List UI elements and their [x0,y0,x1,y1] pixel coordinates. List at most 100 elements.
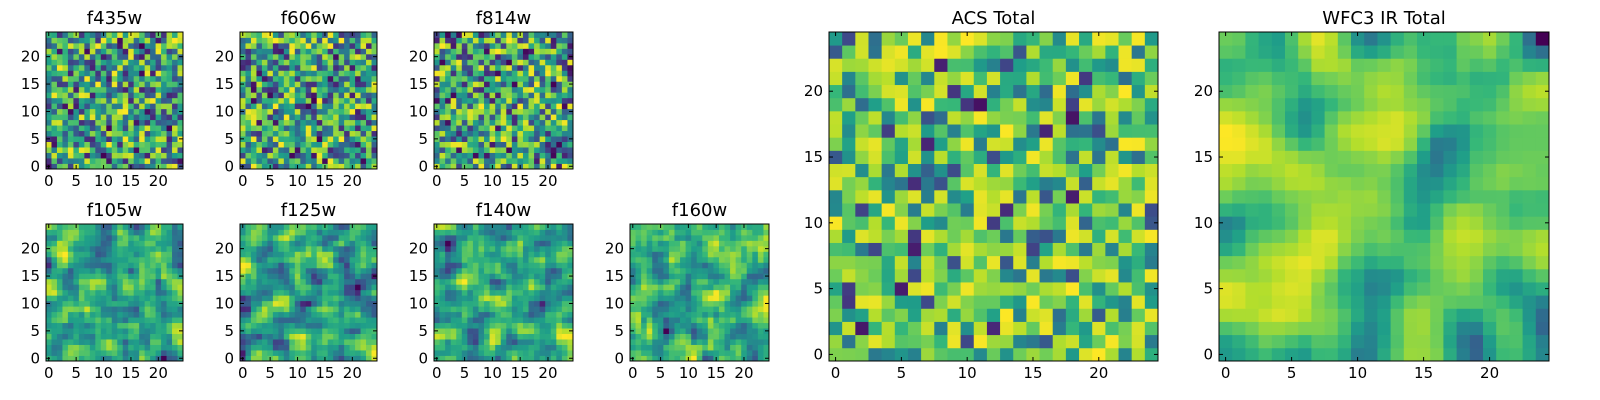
heatmap-cell [741,317,748,324]
heatmap-cell [360,32,367,38]
heatmap-cell [1105,203,1119,217]
heatmap-cell [461,245,468,252]
heatmap-cell [696,278,703,285]
heatmap-cell [511,125,518,132]
heatmap-cell [517,339,524,345]
heatmap-cell [305,32,312,38]
heatmap-cell [84,152,91,159]
heatmap-cell [467,59,474,66]
heatmap-cell [111,295,118,302]
heatmap-cell [322,119,329,126]
heatmap-cell [344,147,350,153]
heatmap-cell [556,75,563,82]
heatmap-cell [561,103,568,110]
heatmap-cell [534,273,541,280]
heatmap-cell [245,86,252,93]
heatmap-cell [461,59,468,66]
heatmap-cell [371,97,378,104]
heatmap-cell [668,339,675,345]
heatmap-cell [556,295,563,302]
heatmap-cell [702,245,709,252]
heatmap-cell [289,295,296,302]
heatmap-cell [713,229,720,236]
heatmap-cell [641,256,648,263]
heatmap-cell [327,339,334,345]
heatmap-cell [534,355,541,362]
heatmap-cell [461,81,468,88]
heatmap-cell [545,70,552,77]
heatmap-cell [177,322,184,329]
heatmap-cell [355,152,361,159]
heatmap-cell [122,64,129,71]
heatmap-cell [305,262,312,269]
heatmap-cell [133,141,140,148]
heatmap-cell [111,311,118,318]
heatmap-cell [267,119,274,126]
heatmap-cell [106,108,113,115]
heatmap-cell [117,306,124,313]
heatmap-cell [973,242,988,257]
heatmap-cell [272,262,279,269]
heatmap-cell [439,328,446,334]
heatmap-cell [106,229,113,236]
heatmap-cell [528,86,535,93]
heatmap-cell [73,317,80,324]
heatmap-cell [434,42,440,49]
heatmap-cell [344,311,350,318]
heatmap-cell [161,224,167,230]
heatmap-cell [522,108,529,115]
heatmap-cell [907,189,922,204]
heatmap-cell [467,295,474,302]
heatmap-cell [550,59,557,66]
heatmap-cell [472,350,479,356]
heatmap-cell [139,97,146,104]
heatmap-cell [467,114,474,121]
heatmap-cell [556,114,563,121]
heatmap-cell [657,295,664,302]
heatmap-cell [150,32,156,38]
heatmap-cell [450,42,457,49]
heatmap-cell [51,163,58,170]
heatmap-cell [439,136,446,142]
heatmap-cell [261,306,268,313]
heatmap-cell [166,262,173,269]
heatmap-cell [289,284,296,291]
heatmap-cell [256,163,263,170]
heatmap-cell [1079,163,1093,178]
heatmap-cell [349,328,356,334]
heatmap-cell [635,284,642,291]
heatmap-cell [855,163,869,178]
heatmap-cell [89,350,96,356]
heatmap-cell [528,152,535,159]
heatmap-cell [84,48,91,55]
heatmap-cell [316,48,323,55]
heatmap-cell [973,216,988,230]
heatmap-cell [144,119,151,126]
heatmap-cell [327,64,334,71]
heatmap-cell [245,70,252,77]
heatmap-cell [128,322,135,329]
heatmap-cell [472,48,479,55]
heatmap-cell [534,158,541,164]
heatmap-cell [456,114,463,121]
heatmap-cell [172,53,178,60]
heatmap-cell [344,130,350,137]
heatmap-cell [561,328,568,334]
heatmap-cell [456,59,463,66]
heatmap-cell [528,136,535,142]
heatmap-cell [718,328,725,334]
heatmap-cell [161,229,167,236]
heatmap-cell [467,278,474,285]
heatmap-cell [177,86,184,93]
heatmap-cell [1039,282,1054,296]
heatmap-cell [652,328,659,334]
heatmap-cell [472,158,479,164]
heatmap-cell [1144,282,1159,296]
heatmap-cell [261,289,268,296]
heatmap-cell [986,255,1001,270]
heatmap-cell [111,125,118,132]
heatmap-cell [472,75,479,82]
heatmap-cell [461,262,468,269]
heatmap-cell [752,333,759,340]
heatmap-cell [707,289,714,296]
